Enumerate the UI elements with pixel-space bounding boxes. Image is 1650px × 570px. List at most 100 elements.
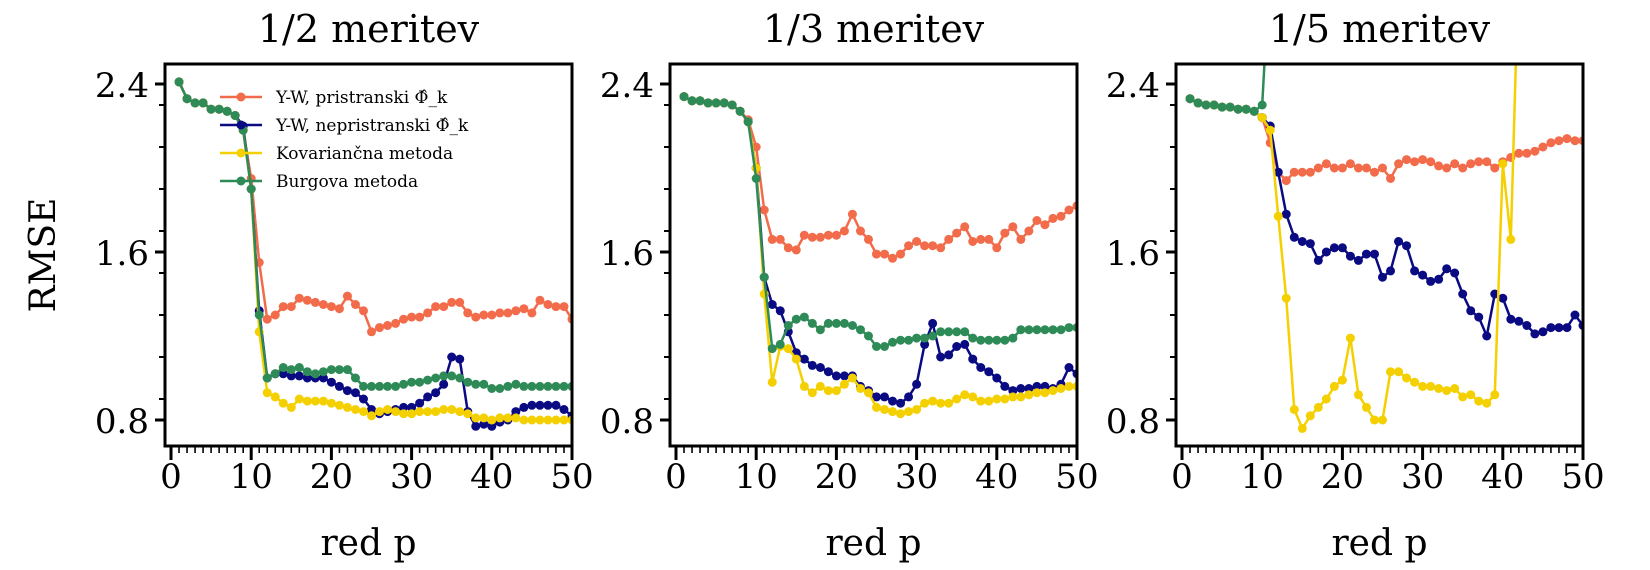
data-point (904, 392, 914, 402)
data-point (1466, 390, 1476, 400)
data-point (1490, 390, 1500, 400)
data-point (1434, 161, 1444, 171)
y-tick-label: 1.6 (600, 234, 654, 274)
data-point (936, 352, 946, 362)
data-point (342, 365, 352, 375)
data-point (1458, 392, 1468, 402)
data-point (1337, 375, 1347, 385)
data-point (1530, 329, 1540, 339)
data-point (839, 226, 849, 236)
data-point (1265, 125, 1275, 135)
data-point (872, 402, 881, 412)
data-point (358, 394, 368, 404)
data-point (1426, 276, 1436, 286)
data-point (1434, 384, 1444, 393)
data-point (246, 184, 256, 194)
data-point (511, 379, 521, 389)
data-point (551, 400, 561, 410)
data-point (1257, 113, 1267, 123)
chart-title: 1/5 meritev (1269, 7, 1491, 51)
data-point (1024, 226, 1034, 236)
data-point (375, 323, 385, 333)
data-point (1426, 381, 1436, 391)
data-point (807, 360, 817, 370)
data-point (399, 379, 409, 389)
data-point (831, 318, 841, 328)
series-line-2 (683, 95, 1077, 405)
data-point (1345, 251, 1355, 261)
data-point (1450, 268, 1460, 278)
data-point (1064, 381, 1074, 391)
data-point (735, 106, 745, 116)
data-point (431, 302, 441, 312)
data-point (1378, 272, 1387, 282)
data-point (1305, 239, 1315, 249)
data-point (294, 363, 304, 372)
data-point (1313, 255, 1323, 265)
data-point (358, 306, 368, 316)
data-point (807, 318, 817, 328)
data-point (1402, 241, 1412, 251)
data-point (286, 402, 296, 412)
x-tick-label: 20 (1321, 457, 1364, 497)
data-point (1305, 167, 1315, 177)
plot-frame (668, 62, 1079, 448)
data-point (334, 381, 344, 391)
x-tick-label: 20 (815, 457, 858, 497)
legend-label: Y-W, nepristranski Φ̂_k (275, 116, 469, 136)
data-point (1570, 136, 1580, 146)
data-point (326, 398, 336, 408)
data-point (1297, 237, 1307, 246)
data-point (439, 371, 449, 381)
data-point (1410, 266, 1420, 276)
data-point (1024, 384, 1034, 393)
data-point (1313, 163, 1323, 173)
data-point (944, 350, 954, 360)
data-point (535, 381, 545, 391)
data-point (310, 396, 320, 406)
data-point (1466, 159, 1476, 169)
data-point (342, 386, 352, 396)
data-point (960, 327, 970, 337)
data-point (415, 377, 425, 387)
data-point (431, 373, 441, 383)
data-point (984, 234, 994, 244)
data-point (423, 375, 433, 385)
data-point (1369, 249, 1379, 259)
x-tick-label: 0 (665, 457, 687, 497)
data-point (479, 413, 489, 423)
data-point (270, 392, 280, 402)
data-point (1522, 148, 1532, 158)
x-tick-label: 20 (310, 457, 353, 497)
data-point (511, 306, 521, 316)
data-point (695, 96, 705, 106)
data-point (447, 352, 457, 362)
data-point (1570, 310, 1580, 320)
data-point (1361, 402, 1371, 412)
data-point (976, 396, 986, 406)
data-point (1450, 159, 1460, 169)
data-point (783, 321, 793, 330)
data-point (1297, 167, 1307, 177)
x-tick-label: 50 (1055, 457, 1098, 497)
data-point (1466, 306, 1476, 316)
data-point (487, 384, 497, 393)
data-point (928, 241, 938, 251)
data-point (302, 373, 312, 383)
data-point (984, 367, 994, 377)
data-point (1490, 163, 1500, 173)
data-point (1273, 211, 1283, 221)
data-point (318, 300, 328, 309)
data-point (1233, 104, 1243, 114)
data-point (1530, 146, 1540, 156)
data-point (952, 394, 962, 404)
data-point (1040, 325, 1050, 335)
data-point (479, 379, 489, 389)
chart-title: 1/3 meritev (763, 7, 985, 51)
data-point (1241, 104, 1251, 114)
data-point (495, 384, 505, 393)
data-point (880, 342, 890, 351)
data-point (182, 94, 192, 104)
data-point (968, 333, 978, 343)
